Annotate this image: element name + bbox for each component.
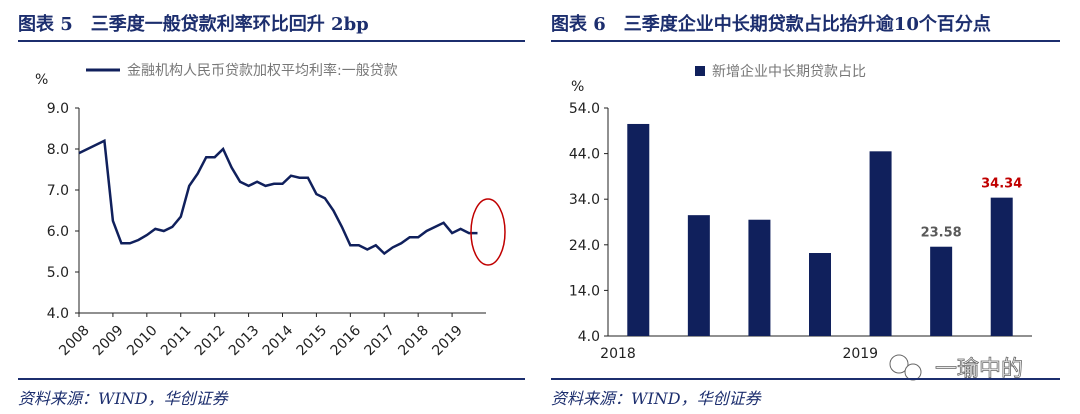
left-line-chart: % 金融机构人民币贷款加权平均利率:一般贷款 9.0 8.0 7.0 6.0 5.0 4.… <box>35 62 506 360</box>
bar <box>687 215 710 336</box>
right-y-tick-label: 4.0 <box>578 329 600 345</box>
right-y-tick-label: 34.0 <box>569 192 600 208</box>
left-x-tick-label: 2019 <box>429 323 466 360</box>
bar <box>869 151 892 336</box>
left-x-tick-label: 2012 <box>192 323 229 360</box>
left-y-tick-label: 6.0 <box>47 224 69 240</box>
right-x-tick-label: 2019 <box>842 346 878 362</box>
left-x-tick-label: 2011 <box>158 323 195 360</box>
right-footer-rule <box>551 378 1060 380</box>
bar <box>930 246 953 336</box>
right-y-tick-label: 14.0 <box>569 283 600 299</box>
right-bar-chart: % 新增企业中长期贷款占比 54.0 44.0 34.0 24.0 14.0 4.0 23… <box>569 63 1032 362</box>
bar-data-label: 34.34 <box>981 177 1022 192</box>
right-y-tick-label: 24.0 <box>569 238 600 254</box>
bar <box>627 123 650 337</box>
left-x-tick-label: 2017 <box>362 323 399 360</box>
left-source-note: 资料来源：WIND，华创证券 <box>18 389 228 408</box>
right-title-rule <box>551 40 1060 42</box>
left-x-tick-label: 2008 <box>56 323 93 360</box>
left-title-rule <box>18 40 525 42</box>
right-y-unit: % <box>571 79 584 95</box>
left-footer-rule <box>18 378 525 380</box>
highlight-ellipse <box>470 198 506 266</box>
left-y-tick-label: 8.0 <box>47 142 69 158</box>
left-x-tick-label: 2014 <box>260 322 297 359</box>
bar-data-label: 23.58 <box>921 226 962 241</box>
right-chart-title: 图表 6 三季度企业中长期贷款占比抬升逾10个百分点 <box>551 14 991 35</box>
bar <box>809 253 831 336</box>
left-legend-label: 金融机构人民币贷款加权平均利率:一般贷款 <box>127 62 398 79</box>
left-chart-title: 图表 5 三季度一般贷款利率环比回升 2bp <box>18 14 369 35</box>
left-x-tick-label: 2015 <box>294 323 331 360</box>
left-y-tick-label: 5.0 <box>47 265 69 281</box>
left-y-unit: % <box>35 72 48 88</box>
right-source-note: 资料来源：WIND，华创证券 <box>551 389 761 408</box>
bar <box>748 219 771 336</box>
left-x-tick-label: 2009 <box>90 323 127 360</box>
right-y-tick-label: 54.0 <box>569 101 600 117</box>
left-x-tick-label: 2016 <box>328 322 365 359</box>
right-y-tick-label: 44.0 <box>569 147 600 163</box>
left-y-tick-label: 9.0 <box>47 101 69 117</box>
bar <box>990 197 1013 336</box>
left-x-tick-label: 2018 <box>395 323 432 360</box>
wechat-bubble-icon <box>889 354 909 374</box>
left-x-tick-label: 2013 <box>226 323 263 360</box>
right-x-tick-label: 2018 <box>600 346 636 362</box>
left-y-tick-label: 7.0 <box>47 183 69 199</box>
left-series-line <box>78 138 478 256</box>
left-y-tick-label: 4.0 <box>47 306 69 322</box>
right-legend-label: 新增企业中长期贷款占比 <box>712 63 866 80</box>
left-x-tick-label: 2010 <box>124 323 161 360</box>
right-legend-swatch <box>695 66 705 76</box>
wechat-bubble-small-icon <box>904 363 922 381</box>
